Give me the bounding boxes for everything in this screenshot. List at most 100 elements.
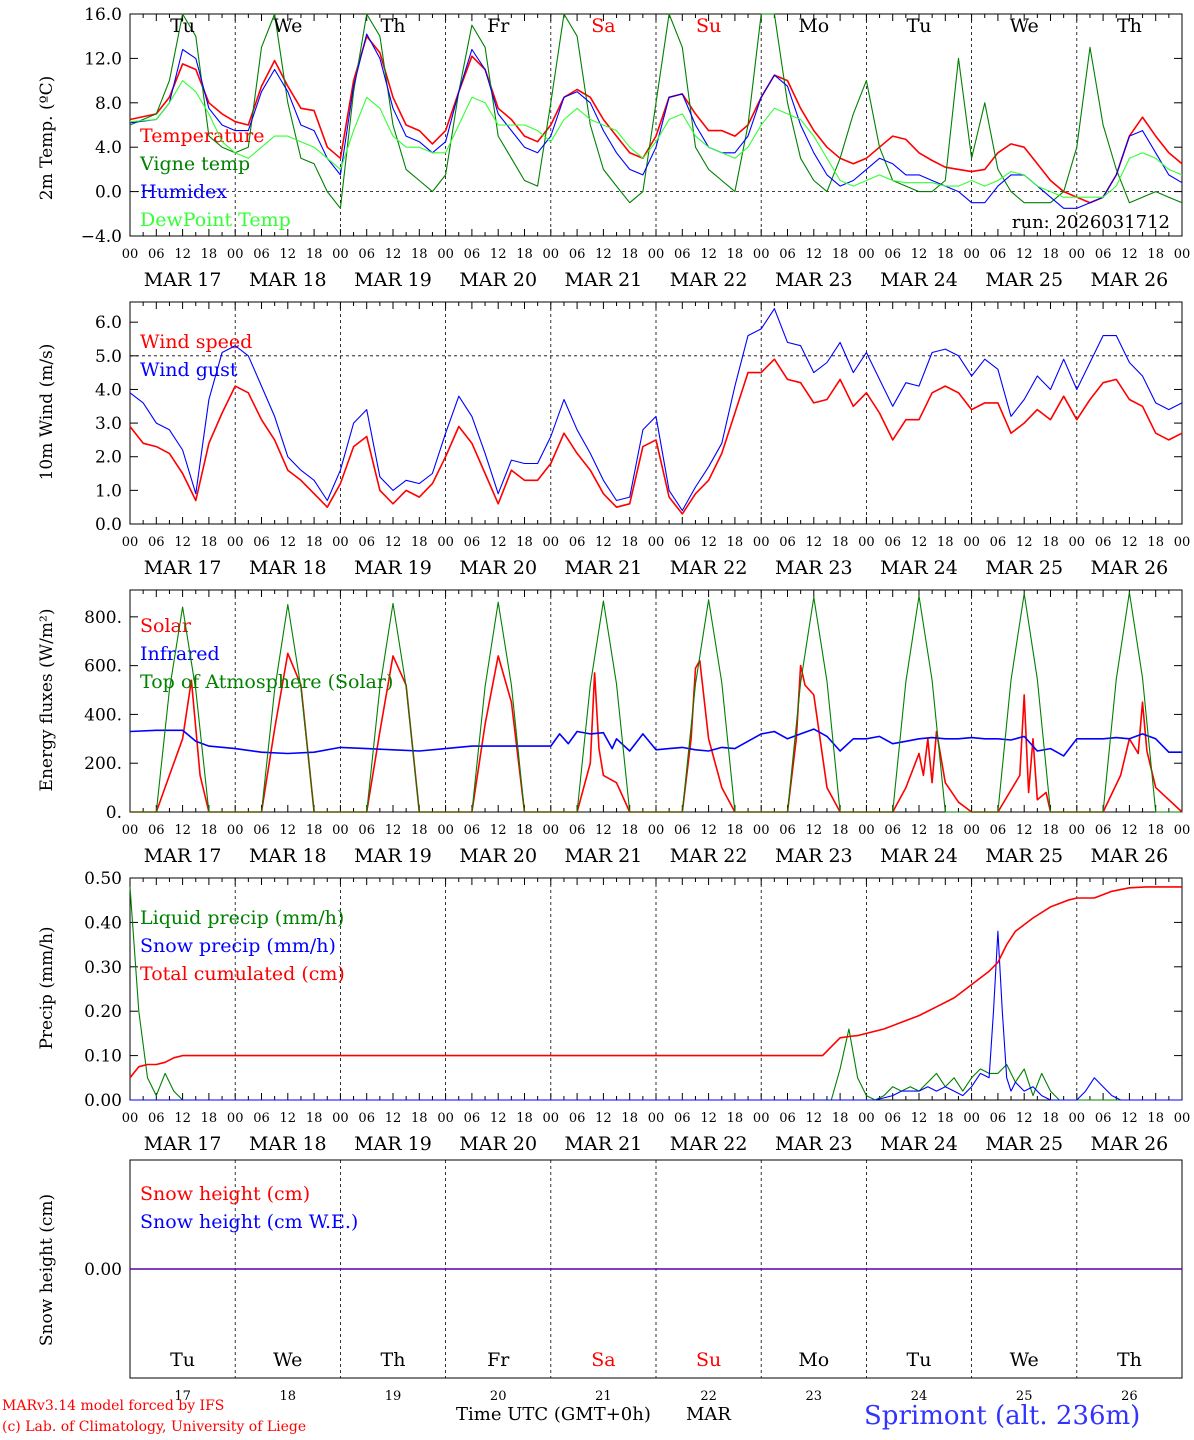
x-date-label: MAR 19 bbox=[354, 1133, 432, 1155]
x-hour-label: 12 bbox=[280, 823, 297, 838]
x-hour-label: 12 bbox=[174, 247, 191, 262]
x-hour-label: 12 bbox=[1016, 1111, 1033, 1126]
x-date-label: MAR 20 bbox=[459, 269, 537, 291]
x-hour-label: 00 bbox=[227, 823, 244, 838]
x-hour-label: 06 bbox=[358, 247, 375, 262]
x-hour-label: 12 bbox=[385, 535, 402, 550]
x-hour-label: 06 bbox=[253, 823, 270, 838]
run-label: run: 2026031712 bbox=[1012, 212, 1170, 233]
x-hour-label: 06 bbox=[569, 1111, 586, 1126]
x-hour-label: 00 bbox=[963, 535, 980, 550]
x-date-label: MAR 25 bbox=[985, 557, 1063, 579]
x-hour-label: 18 bbox=[937, 1111, 954, 1126]
x-hour-label: 12 bbox=[806, 535, 823, 550]
x-date-label: MAR 21 bbox=[565, 1133, 643, 1155]
month-label: MAR bbox=[686, 1404, 731, 1425]
x-hour-label: 18 bbox=[201, 823, 218, 838]
weekday-label-top: Su bbox=[696, 15, 721, 37]
x-hour-label: 18 bbox=[1147, 247, 1164, 262]
x-hour-label: 12 bbox=[700, 1111, 717, 1126]
day-number-label: 24 bbox=[911, 1389, 928, 1404]
x-hour-label: 00 bbox=[437, 535, 454, 550]
x-hour-label: 12 bbox=[700, 247, 717, 262]
x-hour-label: 00 bbox=[753, 1111, 770, 1126]
day-number-label: 25 bbox=[1016, 1389, 1033, 1404]
y-tick-label: 4.0 bbox=[95, 380, 122, 400]
day-number-label: 23 bbox=[806, 1389, 823, 1404]
x-hour-label: 12 bbox=[700, 535, 717, 550]
x-hour-label: 12 bbox=[1016, 823, 1033, 838]
weekday-label-top: Tu bbox=[170, 15, 195, 37]
weekday-label-bottom: Su bbox=[696, 1349, 721, 1371]
x-hour-label: 00 bbox=[648, 535, 665, 550]
x-hour-label: 18 bbox=[621, 823, 638, 838]
x-hour-label: 18 bbox=[832, 535, 849, 550]
y-tick-label: 0.50 bbox=[84, 869, 122, 889]
x-hour-label: 06 bbox=[358, 823, 375, 838]
x-hour-label: 06 bbox=[674, 823, 691, 838]
weekday-label-top: We bbox=[273, 15, 302, 37]
y-tick-label: 0.00 bbox=[84, 1260, 122, 1280]
x-date-label: MAR 20 bbox=[459, 845, 537, 867]
x-hour-label: 06 bbox=[884, 535, 901, 550]
y-tick-label: 0.10 bbox=[84, 1047, 122, 1067]
x-hour-label: 00 bbox=[858, 823, 875, 838]
x-hour-label: 12 bbox=[385, 247, 402, 262]
x-hour-label: 18 bbox=[306, 823, 323, 838]
y-tick-label: 0.0 bbox=[95, 183, 122, 203]
series-line-0-3 bbox=[129, 80, 1183, 198]
weekday-label-top: Fr bbox=[487, 15, 510, 37]
y-tick-label: 2.0 bbox=[95, 448, 122, 468]
x-hour-label: 18 bbox=[937, 247, 954, 262]
weekday-label-bottom: Th bbox=[1117, 1349, 1142, 1371]
x-hour-label: 12 bbox=[1121, 535, 1138, 550]
x-hour-label: 00 bbox=[332, 1111, 349, 1126]
x-date-label: MAR 24 bbox=[880, 845, 958, 867]
x-date-label: MAR 22 bbox=[670, 269, 748, 291]
x-hour-label: 00 bbox=[963, 1111, 980, 1126]
x-hour-label: 00 bbox=[753, 535, 770, 550]
x-date-label: MAR 21 bbox=[565, 845, 643, 867]
weekday-label-top: Th bbox=[381, 15, 406, 37]
x-hour-label: 00 bbox=[1174, 247, 1191, 262]
x-hour-label: 00 bbox=[437, 1111, 454, 1126]
y-tick-label: 0. bbox=[106, 803, 122, 823]
x-hour-label: 12 bbox=[595, 823, 612, 838]
series-line-2-2 bbox=[130, 591, 1182, 813]
x-hour-label: 00 bbox=[963, 823, 980, 838]
x-hour-label: 00 bbox=[963, 247, 980, 262]
y-axis-label: 10m Wind (m/s) bbox=[37, 344, 57, 481]
x-hour-label: 00 bbox=[858, 247, 875, 262]
day-number-label: 21 bbox=[595, 1389, 612, 1404]
x-date-label: MAR 19 bbox=[354, 845, 432, 867]
x-hour-label: 00 bbox=[543, 535, 560, 550]
y-tick-label: 1.0 bbox=[95, 481, 122, 501]
y-tick-label: 0.0 bbox=[95, 515, 122, 535]
x-hour-label: 18 bbox=[411, 823, 428, 838]
weekday-label-top: Tu bbox=[907, 15, 932, 37]
x-hour-label: 06 bbox=[464, 247, 481, 262]
x-hour-label: 06 bbox=[1095, 823, 1112, 838]
series-line-0-1 bbox=[129, 13, 1183, 209]
x-hour-label: 00 bbox=[858, 1111, 875, 1126]
y-tick-label: 0.00 bbox=[84, 1091, 122, 1111]
x-hour-label: 18 bbox=[306, 1111, 323, 1126]
x-hour-label: 06 bbox=[569, 535, 586, 550]
x-hour-label: 00 bbox=[1174, 1111, 1191, 1126]
x-hour-label: 12 bbox=[595, 535, 612, 550]
x-date-label: MAR 17 bbox=[144, 557, 222, 579]
x-hour-label: 00 bbox=[1174, 535, 1191, 550]
x-hour-label: 06 bbox=[1095, 535, 1112, 550]
x-hour-label: 00 bbox=[648, 247, 665, 262]
x-date-label: MAR 23 bbox=[775, 1133, 853, 1155]
x-date-label: MAR 22 bbox=[670, 1133, 748, 1155]
x-hour-label: 06 bbox=[464, 1111, 481, 1126]
x-hour-label: 00 bbox=[543, 1111, 560, 1126]
x-hour-label: 18 bbox=[516, 535, 533, 550]
x-hour-label: 00 bbox=[227, 247, 244, 262]
x-hour-label: 06 bbox=[569, 823, 586, 838]
x-hour-label: 06 bbox=[779, 535, 796, 550]
x-hour-label: 00 bbox=[753, 247, 770, 262]
x-date-label: MAR 24 bbox=[880, 557, 958, 579]
